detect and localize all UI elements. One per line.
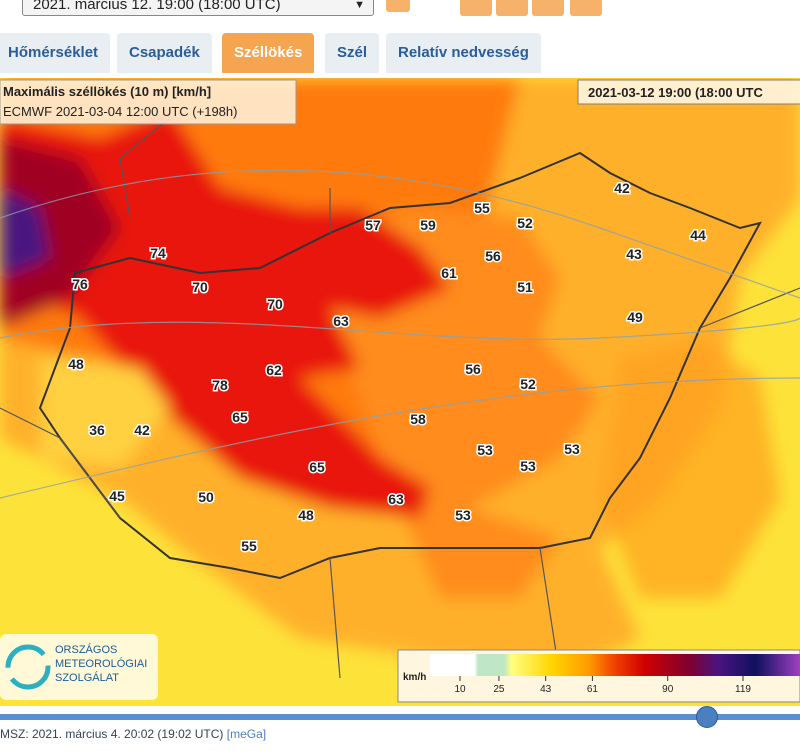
station-value: 36 (89, 422, 105, 438)
slider-handle[interactable] (696, 706, 718, 728)
station-value: 53 (564, 441, 580, 457)
forward-button[interactable] (532, 0, 564, 16)
station-labels: 42 55 52 57 59 44 74 43 56 61 76 70 51 70 49 63 48 62 56 78… (67, 179, 708, 556)
station-value: 70 (192, 279, 208, 295)
legend-tick-label: 10 (454, 684, 466, 695)
date-box (577, 79, 800, 105)
time-slider[interactable] (0, 714, 800, 720)
station-value: 61 (441, 265, 457, 281)
station-value: 63 (388, 491, 404, 507)
station-value: 58 (410, 411, 426, 427)
legend-tick-label: 90 (662, 684, 674, 695)
station-value: 48 (298, 507, 314, 523)
legend-tick-label: 25 (493, 684, 505, 695)
station-value: 70 (267, 296, 283, 312)
legend-tick-label: 61 (587, 684, 599, 695)
legend-tick-label: 43 (540, 684, 552, 695)
valid-time: 2021-03-12 19:00 (18:00 UTC (588, 85, 763, 100)
station-value: 53 (455, 507, 471, 523)
title-box (0, 79, 297, 125)
station-value: 55 (474, 200, 490, 216)
tab[interactable]: Csapadék (117, 33, 212, 73)
station-value: 53 (477, 442, 493, 458)
fast-forward-button[interactable] (570, 0, 602, 16)
station-value: 65 (232, 409, 248, 425)
station-value: 50 (198, 489, 214, 505)
next-arrow[interactable] (386, 0, 410, 12)
station-value: 74 (150, 245, 166, 261)
map-title: Maximális széllökés (10 m) [km/h] (3, 84, 211, 99)
logo-line: SZOLGÁLAT (55, 671, 119, 684)
station-value: 56 (465, 361, 481, 377)
station-value: 52 (520, 376, 536, 392)
time-select[interactable]: 2021. március 12. 19:00 (18:00 UTC) (22, 0, 374, 17)
station-value: 42 (614, 180, 630, 196)
station-value: 63 (333, 313, 349, 329)
play-button[interactable] (496, 0, 528, 16)
tab[interactable]: Hőmérséklet (0, 33, 111, 73)
station-value: 53 (520, 458, 536, 474)
station-value: 44 (690, 227, 706, 243)
logo-line: METEOROLÓGIAI (55, 657, 147, 670)
issued: MSZ: 2021. március 4. 20:02 (19:02 UTC) (0, 727, 224, 741)
station-value: 59 (420, 217, 436, 233)
tab[interactable]: Szél (325, 33, 380, 73)
model-run: ECMWF 2021-03-04 12:00 UTC (+198h) (3, 104, 237, 119)
map: Maximális széllökés (10 m) [km/h] ECMWF … (0, 78, 800, 706)
legend-ticks: 10 25 43 61 90 119 (454, 676, 751, 695)
station-value: 43 (626, 246, 642, 262)
tab[interactable]: Relatív nedvesség (386, 33, 541, 73)
pause-button[interactable] (460, 0, 492, 16)
station-value: 76 (72, 276, 88, 292)
station-value: 65 (309, 459, 325, 475)
station-value: 45 (109, 488, 125, 504)
station-value: 49 (627, 309, 643, 325)
tab-active[interactable]: Széllökés (222, 33, 315, 73)
station-value: 62 (266, 362, 282, 378)
station-value: 78 (212, 377, 228, 393)
legend-tick-label: 119 (735, 684, 751, 695)
logo-icon (5, 644, 51, 690)
logo-line: ORSZÁGOS (55, 643, 117, 656)
colorbar (430, 654, 800, 676)
station-value: 57 (365, 217, 381, 233)
station-value: 51 (517, 279, 533, 295)
source-link[interactable]: [meGa] (226, 727, 267, 741)
station-value: 55 (241, 538, 257, 554)
station-value: 56 (485, 248, 501, 264)
station-value: 42 (134, 422, 150, 438)
station-value: 48 (68, 356, 84, 372)
station-value: 52 (517, 215, 533, 231)
legend-unit: km/h (403, 672, 426, 683)
footer: MSZ: 2021. március 4. 20:02 (19:02 UTC) … (0, 727, 266, 741)
